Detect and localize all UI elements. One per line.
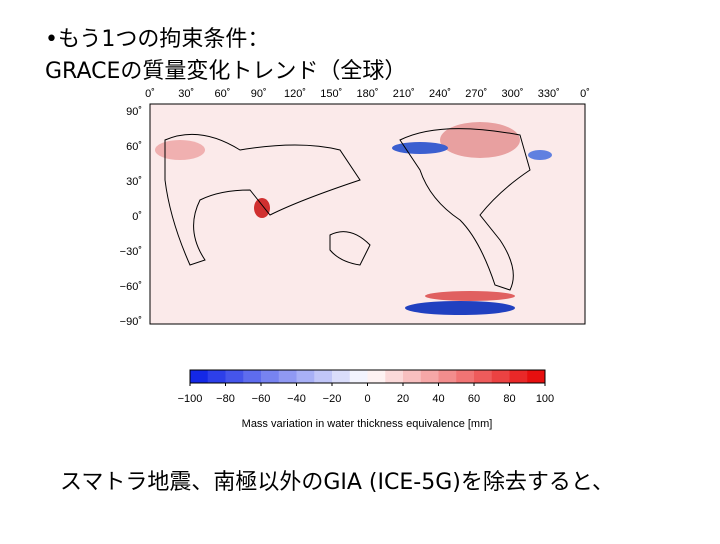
y-axis-label: −90˚ (120, 316, 142, 328)
colorbar-tick-label: −100 (178, 393, 203, 405)
anomaly (528, 150, 552, 160)
subtitle: GRACEの質量変化トレンド（全球） (45, 59, 406, 84)
colorbar-tick-label: 0 (364, 393, 370, 405)
colorbar-swatch (278, 370, 297, 383)
x-axis-label: 0˚ (580, 88, 590, 100)
anomaly (392, 142, 448, 154)
anomaly (405, 301, 515, 315)
y-axis-label: 30˚ (126, 176, 142, 188)
x-axis-label: 150˚ (320, 88, 342, 100)
anomaly (155, 140, 205, 160)
y-axis-label: 60˚ (126, 141, 142, 153)
bullet: •もう1つの拘束条件： (45, 27, 269, 52)
colorbar-swatch (349, 370, 368, 383)
colorbar-tick-label: 60 (468, 393, 480, 405)
colorbar-tick-label: −40 (287, 393, 306, 405)
x-axis-label: 120˚ (284, 88, 306, 100)
colorbar-swatch (403, 370, 422, 383)
colorbar-tick-label: −80 (216, 393, 235, 405)
colorbar-tick-label: −20 (323, 393, 342, 405)
colorbar-tick-label: 80 (503, 393, 515, 405)
colorbar-swatch (207, 370, 226, 383)
colorbar-swatch (367, 370, 386, 383)
x-axis-label: 90˚ (251, 88, 267, 100)
anomaly (440, 122, 520, 158)
anomaly (425, 291, 515, 301)
map (149, 103, 586, 325)
caption: スマトラ地震、南極以外のGIA (ICE-5G)を除去すると、 (60, 470, 614, 495)
colorbar-tick-label: 20 (397, 393, 409, 405)
colorbar-swatch (314, 370, 333, 383)
coast (329, 231, 371, 266)
colorbar-swatch (527, 370, 546, 383)
colorbar-swatch (190, 370, 209, 383)
x-axis-label: 270˚ (465, 88, 487, 100)
colorbar-swatch (420, 370, 439, 383)
x-axis-label: 60˚ (215, 88, 231, 100)
colorbar-swatch (296, 370, 315, 383)
colorbar-swatch (385, 370, 404, 383)
y-axis-label: 90˚ (126, 106, 142, 118)
coast (164, 133, 361, 266)
x-axis-label: 240˚ (429, 88, 451, 100)
x-axis-label: 330˚ (538, 88, 560, 100)
colorbar-swatch (225, 370, 244, 383)
colorbar-swatch (243, 370, 262, 383)
colorbar-tick-label: 100 (536, 393, 554, 405)
x-axis-label: 210˚ (393, 88, 415, 100)
x-axis-label: 0˚ (145, 88, 155, 100)
colorbar-tick-label: 40 (432, 393, 444, 405)
y-axis-label: −30˚ (120, 246, 142, 258)
colorbar-swatch (491, 370, 510, 383)
colorbar-swatch (332, 370, 351, 383)
x-axis-label: 180˚ (356, 88, 378, 100)
y-axis-label: 0˚ (132, 211, 142, 223)
colorbar-swatch (474, 370, 493, 383)
colorbar-swatch (261, 370, 280, 383)
colorbar-tick-label: −60 (252, 393, 271, 405)
colorbar-swatch (509, 370, 528, 383)
coast (399, 128, 531, 291)
colorbar-swatch (456, 370, 475, 383)
x-axis-label: 300˚ (501, 88, 523, 100)
colorbar-label: Mass variation in water thickness equiva… (242, 418, 493, 430)
y-axis-label: −60˚ (120, 281, 142, 293)
map-frame (149, 103, 586, 325)
anomaly (254, 198, 270, 218)
colorbar-swatch (438, 370, 457, 383)
x-axis-label: 30˚ (178, 88, 194, 100)
